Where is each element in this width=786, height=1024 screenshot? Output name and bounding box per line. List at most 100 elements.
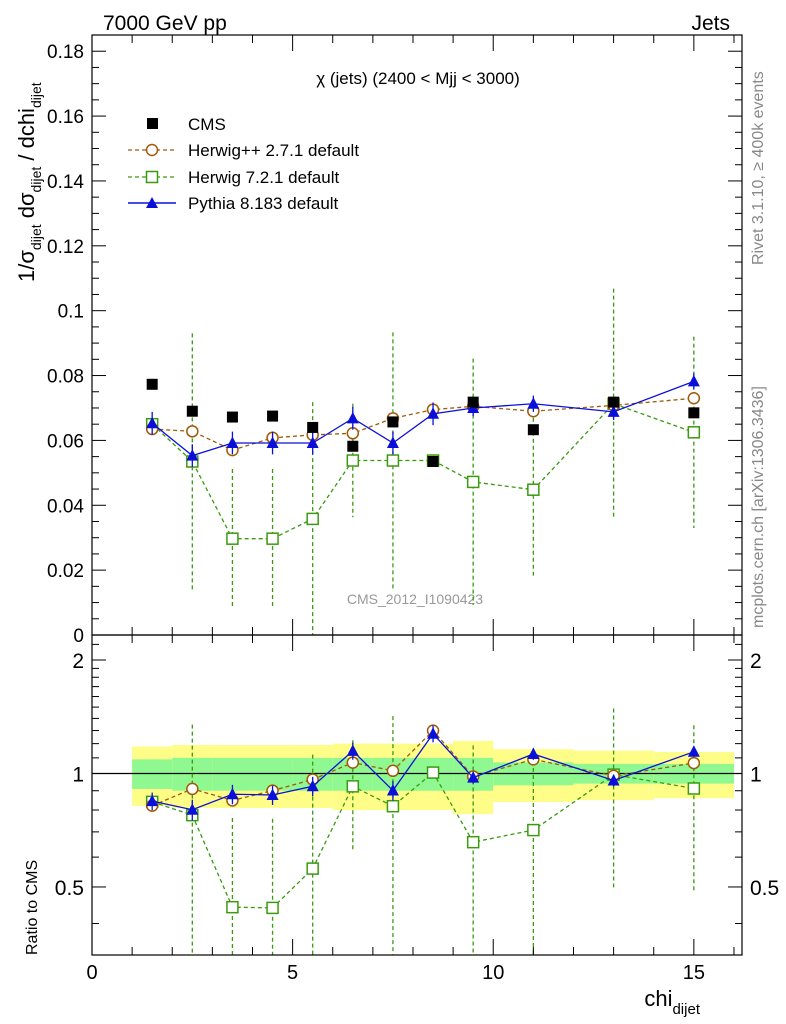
ratio-point-herwig7 [226, 900, 239, 914]
ratio-point-herwig7 [346, 780, 360, 793]
legend-marker-herwigpp [128, 143, 176, 157]
point-pythia [186, 449, 199, 461]
x-tick-label: 15 [683, 962, 705, 984]
ratio-point-pythia [186, 803, 199, 815]
ratio-point-pythia [226, 787, 239, 800]
plot-title: χ (jets) (2400 < Mjj < 3000) [316, 69, 520, 88]
ratio-point-herwigpp [186, 782, 199, 796]
y-tick-label: 0.12 [47, 237, 84, 258]
point-pythia [346, 411, 359, 424]
ratio-point-pythia [467, 771, 480, 783]
point-pythia [306, 436, 319, 448]
point-herwigpp [687, 391, 701, 405]
point-herwig7 [687, 426, 701, 439]
point-cms [527, 424, 539, 436]
rivet-label: Rivet 3.1.10, ≥ 400k events [750, 71, 767, 265]
y-tick-label: 0.04 [47, 496, 84, 517]
point-pythia [687, 374, 700, 387]
y-tick-label: 0 [73, 626, 84, 647]
ratio-point-pythia [266, 788, 279, 800]
legend-marker-pythia [128, 197, 176, 208]
point-herwig7 [466, 475, 480, 489]
point-herwig7 [346, 454, 360, 467]
y-tick-label: 0.08 [47, 367, 84, 388]
ratio-tick-label: 1 [72, 763, 84, 786]
point-pythia [607, 405, 620, 417]
ratio-band-inner [132, 759, 173, 789]
x-tick-label: 10 [482, 962, 504, 984]
ratio-point-herwig7 [426, 766, 440, 779]
energy-label: 7000 GeV pp [103, 12, 227, 35]
y-tick-label: 0.18 [47, 42, 84, 63]
mcplots-label: mcplots.cern.ch [arXiv:1306.3436] [750, 386, 767, 628]
ratio-frame [91, 634, 743, 956]
process-label: Jets [691, 12, 730, 35]
point-pythia [427, 407, 440, 419]
point-pythia [146, 416, 159, 429]
series-line-pythia [151, 380, 695, 457]
point-pythia [226, 436, 239, 448]
point-herwig7 [266, 532, 279, 545]
y-tick-label: 0.02 [47, 561, 84, 582]
ratio-point-herwig7 [386, 799, 400, 813]
ratio-point-herwigpp [687, 756, 701, 770]
x-tick-label: 0 [86, 962, 97, 984]
point-cms [146, 378, 158, 390]
point-cms [267, 410, 279, 422]
ratio-point-pythia [427, 727, 440, 739]
point-cms [427, 455, 439, 467]
x-tick-label: 5 [287, 962, 298, 984]
ratio-point-pythia [687, 745, 700, 757]
ratio-point-herwig7 [527, 823, 540, 837]
legend-label-pythia: Pythia 8.183 default [188, 194, 339, 213]
ratio-point-pythia [386, 784, 399, 796]
legend-marker-herwig7 [128, 170, 176, 184]
y-tick-label: 0.14 [47, 172, 84, 193]
y-axis-label: 1/σdijet dσdijet / dchidijet [14, 82, 44, 282]
ratio-axis-label: Ratio to CMS [24, 860, 41, 955]
y-tick-label: 0.1 [58, 302, 84, 323]
ratio-point-herwig7 [306, 862, 319, 875]
ratio-point-pythia [306, 779, 319, 792]
ratio-line-pythia [152, 732, 695, 811]
ratio-point-pythia [346, 744, 359, 756]
point-herwig7 [226, 532, 239, 545]
ratio-tick-label: 2 [72, 650, 84, 673]
point-herwig7 [527, 483, 540, 496]
point-herwigpp [186, 425, 199, 438]
legend-marker-cms [147, 118, 158, 129]
ratio-line-herwig7 [151, 771, 694, 909]
ratio-point-herwig7 [687, 782, 701, 795]
legend-label-herwig7: Herwig 7.2.1 default [188, 168, 339, 187]
y-tick-label: 0.06 [47, 431, 84, 452]
ratio-tick-label-right: 2 [750, 650, 762, 673]
point-pythia [527, 397, 540, 409]
point-cms [608, 396, 620, 408]
series-line-herwigpp [152, 397, 694, 451]
point-cms [307, 421, 319, 433]
ratio-point-pythia [607, 773, 620, 786]
ratio-tick-label: 0.5 [55, 877, 84, 900]
x-axis-label: chidijet [644, 986, 700, 1018]
ratio-point-herwig7 [466, 835, 480, 849]
ratio-point-herwig7 [266, 901, 279, 915]
point-pythia [386, 436, 399, 448]
ratio-point-pythia [146, 794, 159, 807]
point-cms [688, 407, 700, 419]
point-herwig7 [386, 454, 400, 467]
analysis-watermark: CMS_2012_I1090423 [347, 591, 483, 607]
point-pythia [266, 436, 279, 448]
point-cms [186, 405, 198, 417]
ratio-tick-label-right: 1 [750, 763, 762, 786]
series-line-herwig7 [151, 403, 695, 540]
point-cms [226, 411, 238, 423]
ratio-point-pythia [527, 747, 540, 760]
ratio-tick-label-right: 0.5 [750, 877, 779, 900]
ratio-point-herwigpp [386, 764, 400, 778]
ratio-line-herwigpp [151, 729, 694, 807]
legend-label-cms: CMS [188, 115, 226, 134]
point-cms [347, 440, 359, 452]
y-tick-label: 0.16 [47, 107, 84, 128]
legend-label-herwigpp: Herwig++ 2.7.1 default [188, 141, 359, 160]
